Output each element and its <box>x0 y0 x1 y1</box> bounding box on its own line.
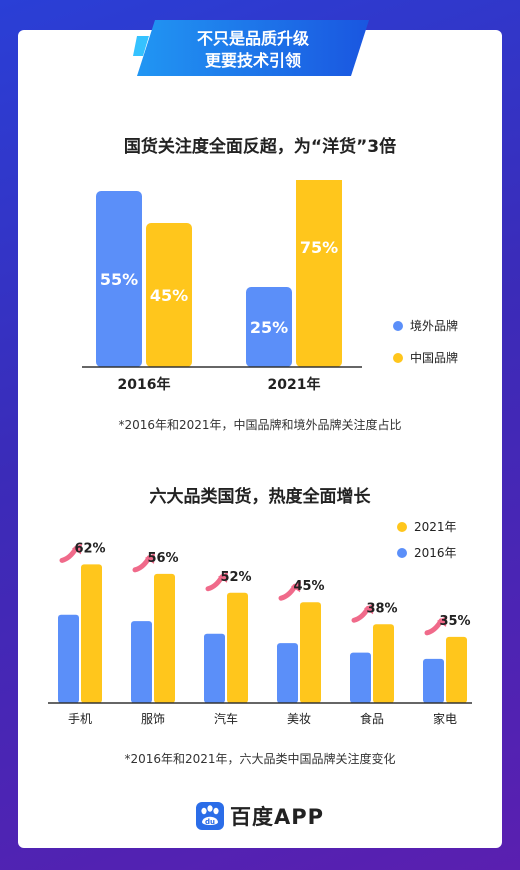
legend-label: 2016年 <box>414 546 457 560</box>
growth-arrowhead-icon <box>145 552 155 564</box>
bar-2021-5 <box>446 636 467 703</box>
x-tick-label: 2021年 <box>268 376 321 393</box>
bar-value-label: 55% <box>100 270 138 289</box>
bar-value-label: 75% <box>300 238 338 257</box>
growth-arrowhead-icon <box>364 603 374 615</box>
content-card <box>18 30 502 848</box>
legend-marker <box>397 548 407 558</box>
bar-value-label: 45% <box>150 286 188 305</box>
growth-label: 45% <box>293 579 324 594</box>
bar-2021-3 <box>300 602 321 703</box>
header-banner: 不只是品质升级 更要技术引领 <box>133 16 373 80</box>
bar-2016-3 <box>277 643 298 703</box>
section1-title: 国货关注度全面反超，为“洋货”3倍 <box>123 137 397 157</box>
bar-overseas-1 <box>246 287 292 367</box>
bar-2021-1 <box>154 573 175 703</box>
baidu-paw-icon: du <box>196 802 224 830</box>
section2-title: 六大品类国货，热度全面增长 <box>149 487 371 507</box>
x-tick-label: 2016年 <box>118 376 171 393</box>
x-tick-label: 食品 <box>360 711 384 726</box>
x-tick-label: 美妆 <box>287 712 311 726</box>
x-tick-label: 服饰 <box>141 712 165 726</box>
bar-2016-1 <box>131 621 152 703</box>
growth-arrowhead-icon <box>218 571 228 583</box>
growth-arrowhead-icon <box>291 581 301 593</box>
x-tick-label: 汽车 <box>214 711 238 726</box>
svg-text:du: du <box>205 818 215 826</box>
bar-2016-4 <box>350 652 371 703</box>
growth-arrowhead-icon <box>72 543 82 555</box>
legend-marker <box>393 321 403 331</box>
growth-label: 62% <box>74 541 105 556</box>
growth-label: 52% <box>220 570 251 585</box>
growth-arrowhead-icon <box>437 615 447 627</box>
legend-marker <box>393 353 403 363</box>
growth-label: 38% <box>366 601 397 616</box>
growth-label: 35% <box>439 614 470 629</box>
bar-overseas-0 <box>96 191 142 367</box>
banner-line-2: 更要技术引领 <box>204 51 301 70</box>
legend-marker <box>397 522 407 532</box>
section2-note: *2016年和2021年，六大品类中国品牌关注度变化 <box>124 752 396 766</box>
bar-2016-5 <box>423 658 444 703</box>
bar-2016-0 <box>58 614 79 703</box>
section1-note: *2016年和2021年，中国品牌和境外品牌关注度占比 <box>118 418 402 432</box>
banner-shape <box>133 20 369 76</box>
baidu-logo: du 百度APP <box>196 800 324 832</box>
banner-line-1: 不只是品质升级 <box>196 29 309 48</box>
bar-domestic-1 <box>296 180 342 367</box>
category-growth-chart: 62% 手机 56% 服饰 52% 汽车 45% 美妆 38% 食品 35% 家电 2021年 2016年 <box>48 520 472 726</box>
legend-label: 2021年 <box>414 520 457 534</box>
section1-title-wrap: 国货关注度全面反超，为“洋货”3倍 <box>0 132 520 157</box>
bar-value-label: 25% <box>250 318 288 337</box>
legend-label: 境外品牌 <box>410 318 458 333</box>
logo-text: 百度APP <box>230 805 325 829</box>
bar-2016-2 <box>204 633 225 703</box>
bar-2021-2 <box>227 592 248 703</box>
bar-domestic-0 <box>146 223 192 367</box>
bar-2021-0 <box>81 564 102 703</box>
growth-label: 56% <box>147 551 178 566</box>
legend-label: 中国品牌 <box>410 350 458 365</box>
section2-title-wrap: 六大品类国货，热度全面增长 <box>0 482 520 507</box>
x-tick-label: 家电 <box>433 711 457 726</box>
bar-2021-4 <box>373 624 394 703</box>
x-tick-label: 手机 <box>68 712 92 726</box>
